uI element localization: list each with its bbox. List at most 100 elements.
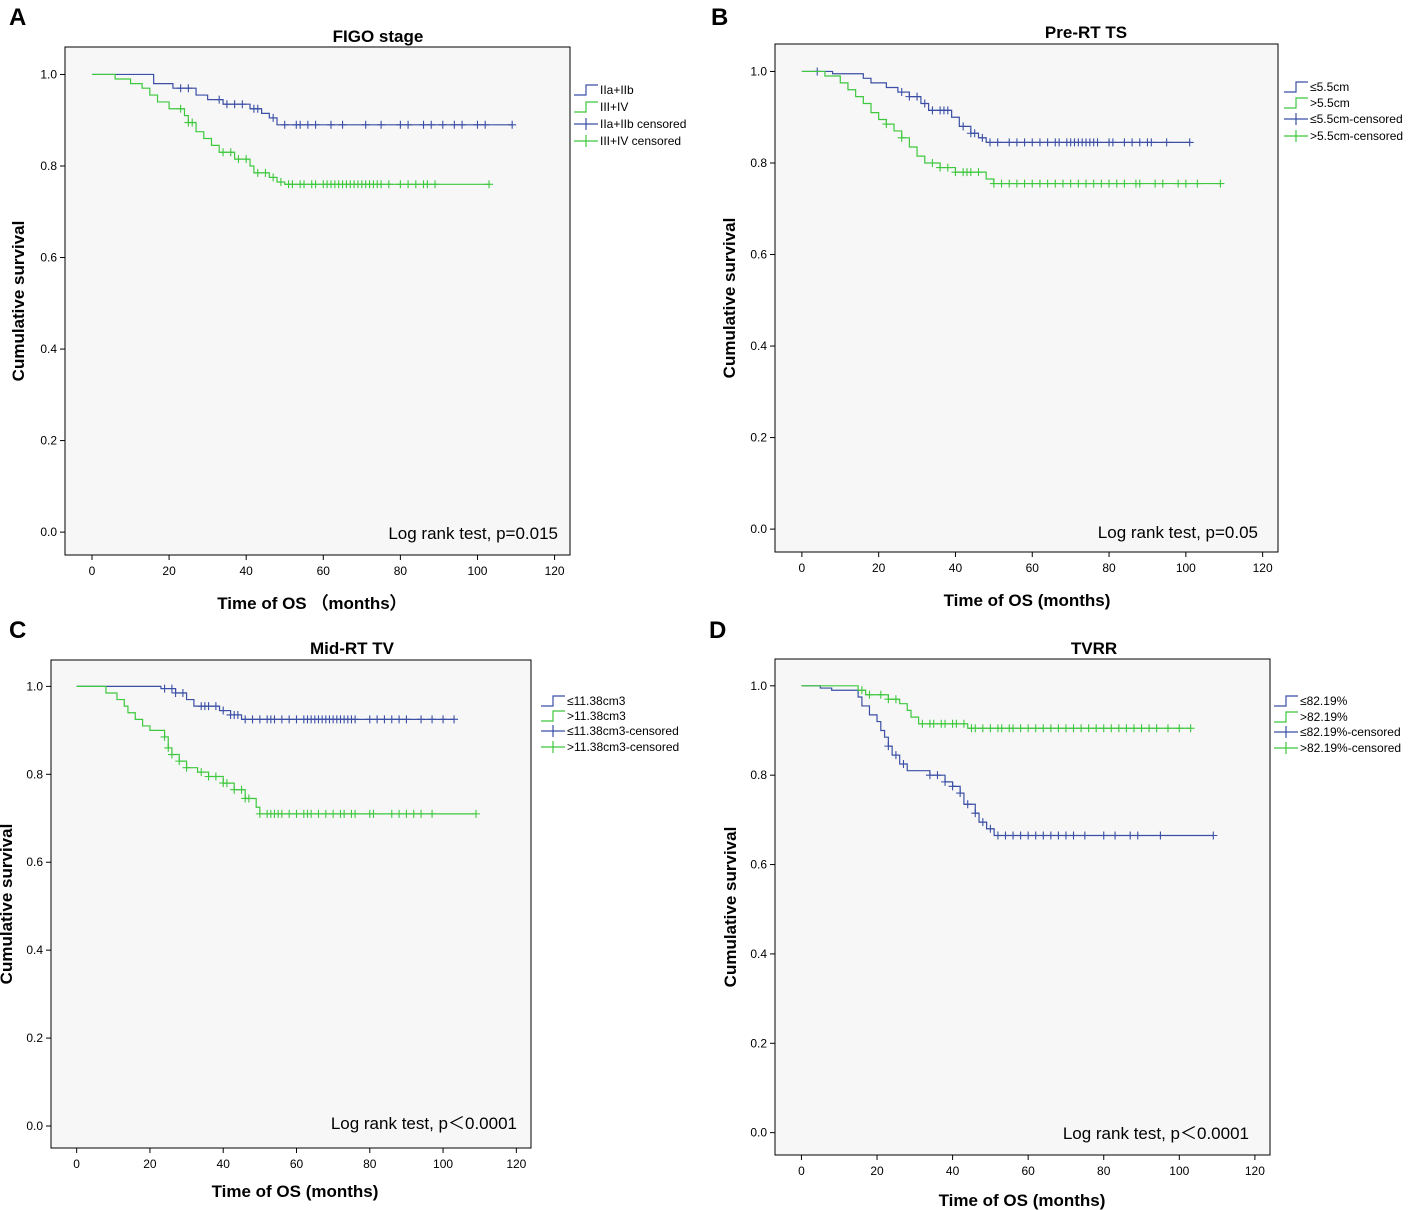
- censor-mark-series-1: [396, 120, 405, 129]
- censor-mark-series-2: [485, 180, 494, 189]
- x-tick-label: 120: [506, 1157, 526, 1171]
- censor-mark-series-1: [1128, 138, 1137, 147]
- y-tick-label: 0.0: [750, 522, 767, 536]
- censor-mark-series-1: [361, 120, 370, 129]
- censor-mark-series-2: [1074, 179, 1083, 188]
- censor-mark-series-2: [959, 719, 968, 728]
- censor-mark-series-1: [387, 715, 396, 724]
- x-tick-label: 20: [143, 1157, 157, 1171]
- censor-mark-series-1: [248, 715, 257, 724]
- x-tick-label: 40: [217, 1157, 231, 1171]
- censor-mark-series-1: [184, 84, 193, 93]
- censor-mark-series-2: [1058, 179, 1067, 188]
- censor-mark-series-2: [307, 809, 316, 818]
- censor-mark-series-1: [230, 100, 239, 109]
- censor-mark-series-2: [1158, 179, 1167, 188]
- legend-censor-icon: [1284, 130, 1308, 142]
- censor-mark-series-1: [978, 818, 987, 827]
- censor-mark-series-1: [993, 831, 1002, 840]
- censor-mark-series-2: [943, 163, 952, 172]
- censor-mark-series-2: [952, 719, 961, 728]
- censor-mark-series-2: [876, 690, 885, 699]
- censor-mark-series-2: [1129, 724, 1138, 733]
- legend-label: ≤11.38cm3-censored: [567, 724, 679, 738]
- censor-mark-series-1: [986, 138, 995, 147]
- censor-mark-series-2: [204, 772, 213, 781]
- censor-mark-series-2: [384, 180, 393, 189]
- legend-item-group1-censored-d: ≤82.19%-censored: [1274, 725, 1401, 739]
- censor-mark-series-1: [204, 702, 213, 711]
- censor-mark-series-1: [1028, 138, 1037, 147]
- legend-item-group1-censored-a: IIa+IIb censored: [574, 117, 686, 131]
- legend-item-group1-censored-c: ≤11.38cm3-censored: [541, 724, 679, 738]
- censor-mark-series-2: [1193, 179, 1202, 188]
- axis-ticks-c: 0 20 40 60 80 100 120 0.0 0.2 0.4 0.6 0.8 1.0: [26, 679, 526, 1171]
- legend-label: >11.38cm3-censored: [567, 740, 679, 754]
- legend-item-group2-a: III+IV: [574, 100, 628, 114]
- censor-mark-series-1: [311, 120, 320, 129]
- censor-mark-series-1: [253, 104, 262, 113]
- legend-d: ≤82.19% >82.19% ≤82.19%-censored >82.19%…: [1274, 694, 1401, 755]
- censor-mark-series-1: [1126, 831, 1135, 840]
- censor-mark-series-2: [1039, 724, 1048, 733]
- censor-mark-series-1: [1209, 831, 1218, 840]
- censor-mark-series-2: [1174, 179, 1183, 188]
- y-tick-label: 1.0: [26, 679, 43, 693]
- legend-label: IIa+IIb: [600, 83, 634, 97]
- censor-mark-series-2: [1137, 724, 1146, 733]
- y-tick-label: 1.0: [40, 67, 57, 81]
- x-tick-label: 0: [73, 1157, 80, 1171]
- censor-mark-series-2: [292, 809, 301, 818]
- censor-mark-series-1: [238, 100, 247, 109]
- legend-line-icon: [1274, 711, 1298, 723]
- legend-label: ≤82.19%: [1300, 694, 1348, 708]
- censor-mark-series-1: [1012, 138, 1021, 147]
- censor-mark-series-1: [1009, 831, 1018, 840]
- censor-mark-series-1: [338, 120, 347, 129]
- censor-mark-series-1: [963, 800, 972, 809]
- x-tick-label: 40: [240, 564, 254, 578]
- censor-mark-series-2: [1114, 724, 1123, 733]
- censor-mark-series-2: [1216, 179, 1225, 188]
- x-tick-label: 100: [1176, 561, 1196, 575]
- censor-mark-series-2: [997, 724, 1006, 733]
- censor-mark-series-2: [1043, 179, 1052, 188]
- censor-mark-series-2: [1016, 724, 1025, 733]
- censor-mark-series-2: [971, 724, 980, 733]
- legend-label: IIa+IIb censored: [600, 117, 686, 131]
- legend-item-group2-b: >5.5cm: [1284, 96, 1350, 110]
- x-tick-label: 0: [799, 561, 806, 575]
- censor-mark-series-2: [288, 180, 297, 189]
- legend-label: ≤5.5cm: [1310, 80, 1349, 94]
- legend-item-group2-censored-d: >82.19%-censored: [1274, 741, 1401, 755]
- legend-item-group2-c: >11.38cm3: [541, 709, 626, 723]
- censor-mark-series-2: [411, 180, 420, 189]
- km-curves-d: [801, 685, 1218, 840]
- censor-mark-series-2: [951, 168, 960, 177]
- legend-label: ≤5.5cm-censored: [1310, 112, 1403, 126]
- censor-mark-series-1: [1111, 831, 1120, 840]
- censor-mark-series-2: [928, 158, 937, 167]
- censor-mark-series-2: [1097, 179, 1106, 188]
- y-tick-label: 0.6: [26, 855, 43, 869]
- legend-item-group2-censored-a: III+IV censored: [574, 134, 681, 148]
- legend-censor-icon: [541, 741, 565, 753]
- legend-line-icon: [574, 101, 598, 113]
- censor-mark-series-2: [197, 768, 206, 777]
- censor-mark-series-1: [269, 113, 278, 122]
- censor-mark-series-2: [1061, 724, 1070, 733]
- axis-ticks-b: 0 20 40 60 80 100 120 0.0 0.2 0.4 0.6 0.8 1.0: [750, 64, 1273, 575]
- censor-mark-series-2: [941, 719, 950, 728]
- censor-mark-series-2: [1186, 724, 1195, 733]
- legend-censor-icon: [1284, 113, 1308, 125]
- censor-mark-series-1: [160, 684, 169, 693]
- legend-item-group1-c: ≤11.38cm3: [541, 694, 626, 708]
- legend-item-group2-censored-b: >5.5cm-censored: [1284, 129, 1403, 143]
- censor-mark-series-1: [222, 100, 231, 109]
- censor-mark-series-2: [276, 178, 285, 187]
- censor-mark-series-2: [242, 155, 251, 164]
- panel-letter-c: C: [9, 617, 26, 644]
- censor-mark-series-2: [1031, 724, 1040, 733]
- censor-mark-series-1: [438, 120, 447, 129]
- censor-mark-series-1: [970, 129, 979, 138]
